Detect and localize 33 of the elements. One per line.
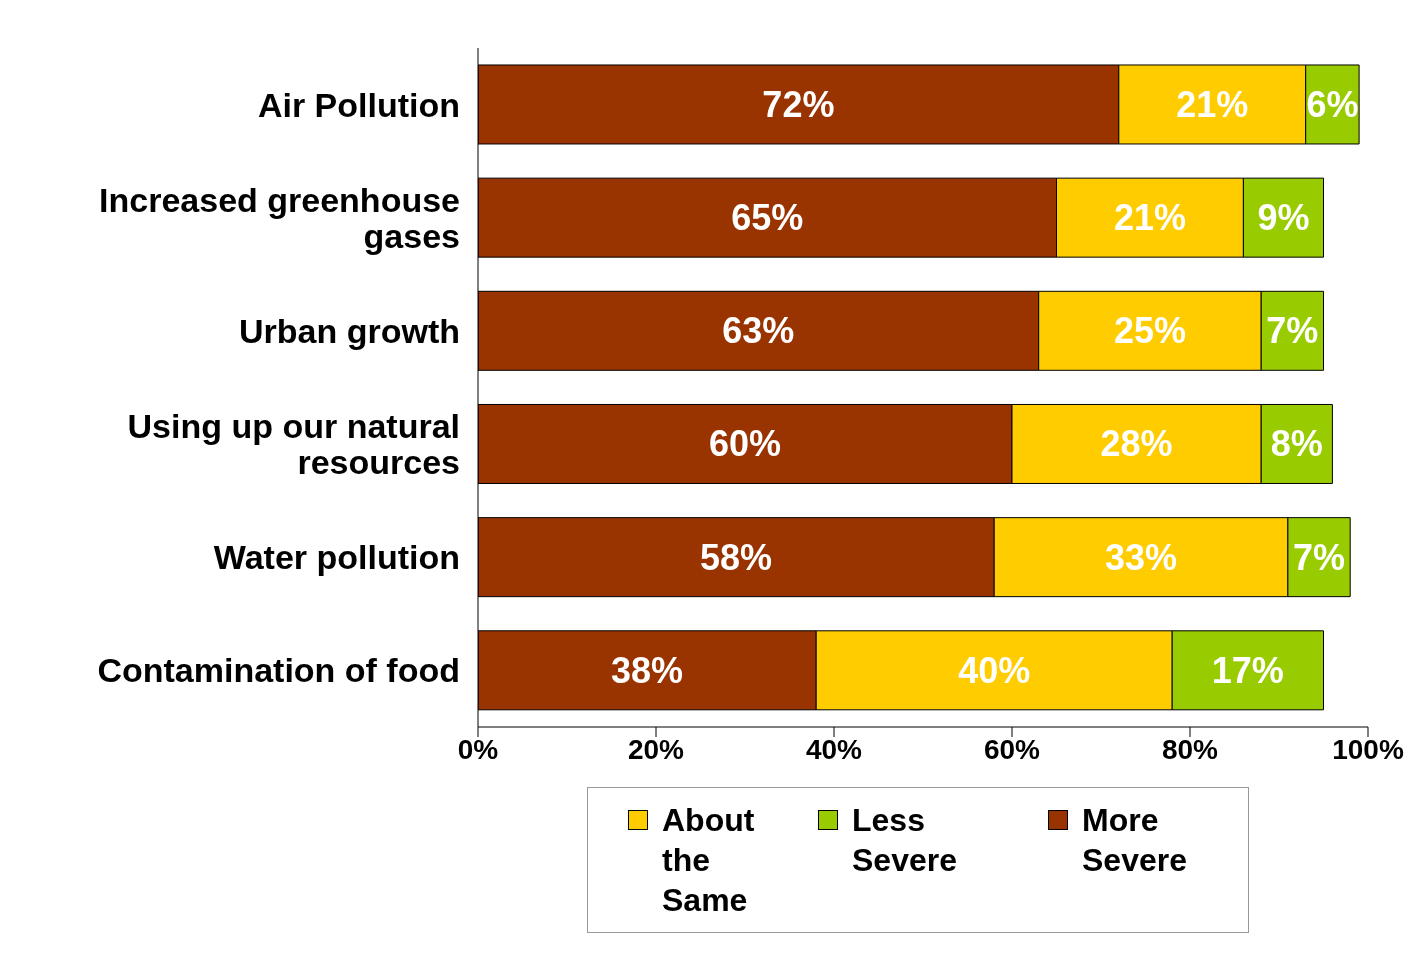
y-tick-label: Increased greenhouse gases xyxy=(99,180,460,255)
y-tick-label: Water pollution xyxy=(213,538,460,577)
data-label: 9% xyxy=(1257,197,1310,239)
x-tick-label: 100% xyxy=(1332,733,1404,765)
data-label: 58% xyxy=(700,536,773,578)
legend-label: More Severe xyxy=(1082,801,1188,880)
data-label: 8% xyxy=(1270,423,1323,465)
y-tick-label: Air Pollution xyxy=(257,85,460,124)
data-label: 65% xyxy=(731,197,804,239)
data-label: 25% xyxy=(1113,310,1186,352)
data-label: 40% xyxy=(958,649,1031,691)
data-label: 28% xyxy=(1100,423,1173,465)
legend-label: Less Severe xyxy=(852,801,958,880)
data-label: 17% xyxy=(1211,649,1284,691)
legend-label: About the Same xyxy=(662,801,756,920)
x-tick-label: 20% xyxy=(627,733,685,765)
x-tick-label: 60% xyxy=(983,733,1041,765)
x-tick-label: 40% xyxy=(805,733,863,765)
y-tick-label: Urban growth xyxy=(239,311,460,350)
data-label: 63% xyxy=(722,310,795,352)
data-label: 6% xyxy=(1306,83,1359,125)
y-tick-label: Contamination of food xyxy=(97,651,460,690)
data-label: 72% xyxy=(762,83,835,125)
y-tick-label: Using up our natural resources xyxy=(127,407,460,482)
data-label: 7% xyxy=(1293,536,1346,578)
x-tick-label: 80% xyxy=(1161,733,1219,765)
data-label: 21% xyxy=(1176,83,1249,125)
data-label: 33% xyxy=(1105,536,1178,578)
data-label: 38% xyxy=(611,649,684,691)
data-label: 60% xyxy=(708,423,782,465)
x-tick-label: 0% xyxy=(457,733,499,765)
data-label: 7% xyxy=(1266,310,1319,352)
data-label: 21% xyxy=(1113,197,1186,239)
